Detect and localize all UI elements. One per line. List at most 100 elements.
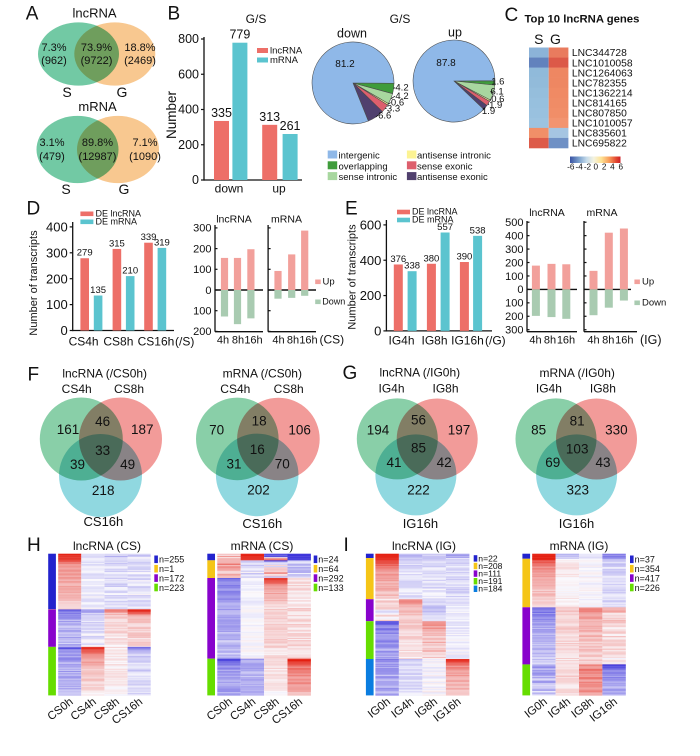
svg-text:4h: 4h [529, 335, 541, 347]
svg-text:(12987): (12987) [79, 151, 117, 163]
svg-text:200: 200 [360, 288, 382, 303]
svg-text:538: 538 [470, 225, 486, 236]
svg-text:73.9%: 73.9% [81, 42, 112, 54]
svg-text:100: 100 [193, 264, 211, 276]
svg-text:IG16h: IG16h [559, 516, 594, 531]
svg-text:81: 81 [570, 414, 585, 429]
svg-text:16h: 16h [557, 335, 575, 347]
svg-text:(479): (479) [39, 151, 65, 163]
svg-text:390: 390 [456, 252, 472, 263]
svg-text:Number: Number [164, 90, 179, 139]
svg-text:CS16h: CS16h [242, 516, 282, 531]
svg-text:overlapping: overlapping [339, 161, 388, 172]
svg-text:85: 85 [411, 441, 426, 456]
svg-text:8h: 8h [602, 335, 614, 347]
svg-text:Top 10 lncRNA genes: Top 10 lncRNA genes [525, 14, 640, 26]
svg-text:0: 0 [60, 323, 67, 338]
svg-text:33: 33 [95, 443, 110, 458]
svg-text:lncRNA: lncRNA [529, 207, 565, 219]
svg-text:210: 210 [122, 266, 138, 277]
svg-text:39: 39 [70, 457, 85, 472]
svg-text:LNC695822: LNC695822 [572, 139, 627, 150]
svg-text:7.3%: 7.3% [41, 42, 66, 54]
svg-text:IG8h: IG8h [590, 382, 616, 396]
svg-text:mRNA: mRNA [270, 55, 299, 66]
svg-text:(962): (962) [41, 55, 67, 67]
svg-text:197: 197 [448, 423, 471, 438]
svg-text:8h: 8h [232, 335, 244, 347]
svg-text:E: E [345, 199, 358, 220]
svg-text:(9722): (9722) [81, 55, 113, 67]
svg-text:56: 56 [411, 413, 426, 428]
svg-text:2: 2 [602, 163, 607, 172]
svg-text:IG16h: IG16h [403, 516, 438, 531]
svg-text:sense intronic: sense intronic [339, 172, 398, 183]
svg-text:CS8h: CS8h [103, 335, 133, 349]
svg-text:222: 222 [407, 483, 430, 498]
svg-text:261: 261 [280, 119, 301, 133]
svg-text:D: D [27, 199, 41, 220]
svg-text:Number of transcripts: Number of transcripts [28, 230, 40, 336]
svg-text:(IG): (IG) [640, 333, 662, 347]
svg-text:S: S [61, 181, 70, 197]
svg-text:(1090): (1090) [129, 151, 161, 163]
svg-text:down: down [215, 182, 244, 196]
svg-text:6.6: 6.6 [378, 110, 391, 121]
svg-text:0: 0 [205, 285, 211, 297]
svg-text:G: G [119, 181, 130, 197]
svg-text:I: I [344, 535, 349, 556]
svg-text:319: 319 [154, 237, 170, 248]
svg-text:400: 400 [46, 220, 68, 235]
svg-text:400: 400 [178, 103, 199, 117]
svg-text:200: 200 [193, 326, 211, 338]
svg-text:lncRNA (IG): lncRNA (IG) [392, 539, 456, 553]
svg-text:200: 200 [46, 271, 68, 286]
svg-text:Number of transcripts: Number of transcripts [347, 224, 359, 330]
svg-text:202: 202 [247, 483, 270, 498]
svg-text:A: A [26, 4, 39, 25]
svg-text:-6: -6 [567, 163, 575, 172]
svg-text:(CS): (CS) [320, 333, 345, 347]
svg-text:18.8%: 18.8% [124, 42, 155, 54]
svg-text:antisense exonic: antisense exonic [417, 172, 488, 183]
svg-text:200: 200 [193, 243, 211, 255]
svg-text:F: F [28, 365, 40, 386]
svg-text:338: 338 [404, 261, 420, 272]
svg-text:(2469): (2469) [124, 55, 156, 67]
svg-text:43: 43 [595, 455, 610, 470]
svg-text:lncRNA (/CS0h): lncRNA (/CS0h) [62, 367, 147, 381]
svg-text:81.2: 81.2 [335, 59, 355, 70]
svg-text:Down: Down [322, 297, 345, 307]
svg-text:H: H [27, 535, 41, 556]
svg-text:IG4h: IG4h [378, 382, 404, 396]
svg-text:IG8h: IG8h [432, 382, 458, 396]
svg-text:16h: 16h [244, 335, 262, 347]
svg-text:DE mRNA: DE mRNA [96, 216, 138, 226]
svg-text:18: 18 [252, 414, 267, 429]
svg-text:IG16h: IG16h [451, 334, 484, 348]
svg-text:intergenic: intergenic [339, 151, 380, 162]
svg-text:n=226: n=226 [635, 583, 660, 593]
svg-text:8h: 8h [544, 335, 556, 347]
svg-text:100: 100 [193, 306, 211, 318]
svg-text:200: 200 [505, 311, 523, 323]
svg-text:8h: 8h [287, 335, 299, 347]
svg-text:279: 279 [77, 248, 93, 259]
svg-text:CS4h: CS4h [220, 382, 250, 396]
svg-text:16: 16 [250, 442, 265, 457]
svg-text:194: 194 [367, 423, 390, 438]
svg-text:n=184: n=184 [478, 584, 502, 594]
svg-text:103: 103 [566, 442, 589, 457]
svg-text:400: 400 [505, 230, 523, 242]
svg-text:135: 135 [90, 285, 106, 296]
svg-text:IG4h: IG4h [536, 382, 562, 396]
svg-text:mRNA: mRNA [78, 99, 117, 114]
svg-text:IG8h: IG8h [421, 334, 447, 348]
svg-text:(/G): (/G) [485, 334, 506, 348]
svg-text:200: 200 [505, 257, 523, 269]
svg-text:S: S [62, 84, 71, 100]
svg-text:up: up [448, 26, 462, 40]
svg-text:218: 218 [92, 483, 115, 498]
svg-text:n=223: n=223 [159, 583, 184, 593]
svg-text:335: 335 [211, 106, 232, 120]
